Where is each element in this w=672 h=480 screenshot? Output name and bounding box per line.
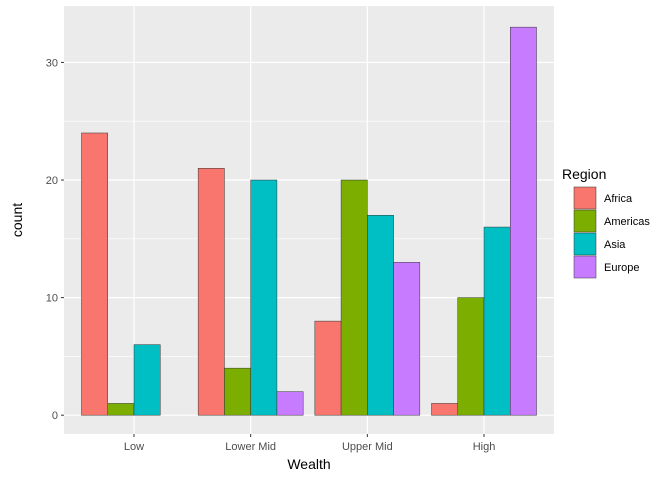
bar-asia-high: [483, 226, 511, 416]
y-tick-label: 0: [52, 410, 58, 422]
legend-label-africa: Africa: [604, 193, 633, 205]
bars: [81, 26, 537, 416]
legend-label-americas: Americas: [604, 216, 650, 228]
x-tick-label: High: [473, 441, 496, 453]
x-axis-ticks: Low Lower Mid Upper Mid High: [124, 434, 495, 453]
y-tick-label: 30: [46, 57, 58, 69]
y-tick-label: 10: [46, 293, 58, 305]
legend: Region Africa Americas Asia Europe: [562, 166, 650, 279]
bar-africa-lower-mid: [197, 168, 225, 416]
bar-asia-lower-mid: [250, 179, 278, 416]
bar-africa-low: [81, 132, 108, 416]
x-tick-label: Upper Mid: [342, 441, 393, 453]
bar-americas-high: [457, 297, 485, 416]
legend-label-europe: Europe: [604, 262, 639, 274]
y-axis-title: count: [9, 203, 25, 237]
bar-americas-lower-mid: [224, 367, 251, 416]
bar-asia-upper-mid: [367, 215, 394, 416]
bar-americas-low: [107, 403, 135, 416]
legend-key-asia: [573, 232, 597, 256]
legend-key-americas: [573, 209, 597, 233]
bar-europe-lower-mid: [276, 391, 304, 416]
bar-asia-low: [133, 344, 161, 416]
x-axis-title: Wealth: [287, 456, 330, 472]
bar-africa-high: [431, 403, 458, 416]
bar-europe-high: [510, 26, 537, 416]
bar-americas-upper-mid: [340, 179, 368, 416]
y-tick-label: 20: [46, 175, 58, 187]
legend-key-europe: [573, 255, 597, 279]
legend-label-asia: Asia: [604, 239, 626, 251]
legend-title: Region: [562, 166, 606, 182]
bar-africa-upper-mid: [314, 320, 342, 416]
legend-key-africa: [573, 186, 597, 210]
x-tick-label: Lower Mid: [225, 441, 276, 453]
y-axis-ticks: 0 10 20 30: [46, 57, 64, 422]
x-tick-label: Low: [124, 441, 144, 453]
bar-europe-upper-mid: [393, 262, 421, 416]
